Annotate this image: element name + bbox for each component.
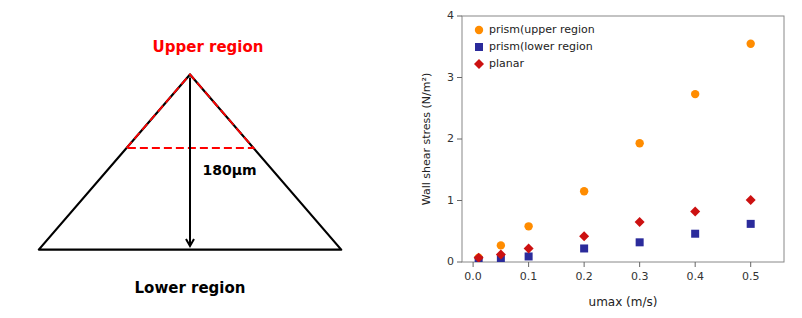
points [474,39,756,262]
chart: 180μmUpper regionLower region0.00.10.20.… [0,0,802,318]
x-axis-label: umax (m/s) [589,295,658,309]
y-axis-label: Wall shear stress (N/m²) [420,73,433,205]
x-tick [695,262,696,267]
y-tick [457,262,462,263]
y-tick-label: 0 [447,255,454,268]
point [746,39,754,47]
y-tick [457,16,462,17]
x-tick-label: 0.5 [742,270,760,283]
point [635,217,645,227]
legend-marker [475,26,483,34]
point [579,231,589,241]
point [691,230,699,238]
point [580,244,588,252]
x-tick-label: 0.1 [520,270,538,283]
x-tick-label: 0.3 [631,270,649,283]
point [747,220,755,228]
lower-region-label: Lower region [135,279,246,297]
x-tick [750,262,751,267]
y-tick-label: 3 [447,71,454,84]
point [636,238,644,246]
x-tick-label: 0.0 [464,270,482,283]
outer-triangle [39,74,341,249]
point [746,195,756,205]
x-tick-label: 0.2 [575,270,593,283]
upper-region-label: Upper region [153,38,264,56]
point [580,187,588,195]
plot: 0.0 0.1 0.2 0.3 0.4 0.5 0 1 2 3 4 umax (m/s) Wall sh… [420,9,784,309]
y-tick [457,77,462,78]
series [474,39,754,261]
diagram: 180μm Upper region Lower region [39,38,341,298]
legend: prism(upper region prism(lower region plan… [474,23,595,70]
legend-label: planar [489,57,524,70]
dimension-label: 180μm [203,162,257,178]
legend-marker [475,43,483,51]
point [496,250,506,260]
point [497,241,505,249]
y-tick-label: 4 [447,9,454,22]
x-tick [528,262,529,267]
y-tick [457,200,462,201]
point [474,253,484,262]
x-tick [584,262,585,267]
legend-label: prism(lower region [489,40,593,53]
legend-label: prism(upper region [489,23,595,36]
series [474,195,756,262]
plot-frame [462,16,784,262]
point [524,222,532,230]
point [525,252,533,260]
point [524,243,534,253]
point [691,90,699,98]
y-tick-label: 1 [447,194,454,207]
y-tick-label: 2 [447,132,454,145]
point [690,207,700,217]
x-tick [639,262,640,267]
series [475,220,755,262]
x-tick [473,262,474,267]
y-tick [457,139,462,140]
height-arrow [189,77,191,246]
legend-marker [474,59,484,69]
x-tick-label: 0.4 [686,270,704,283]
point [635,139,643,147]
